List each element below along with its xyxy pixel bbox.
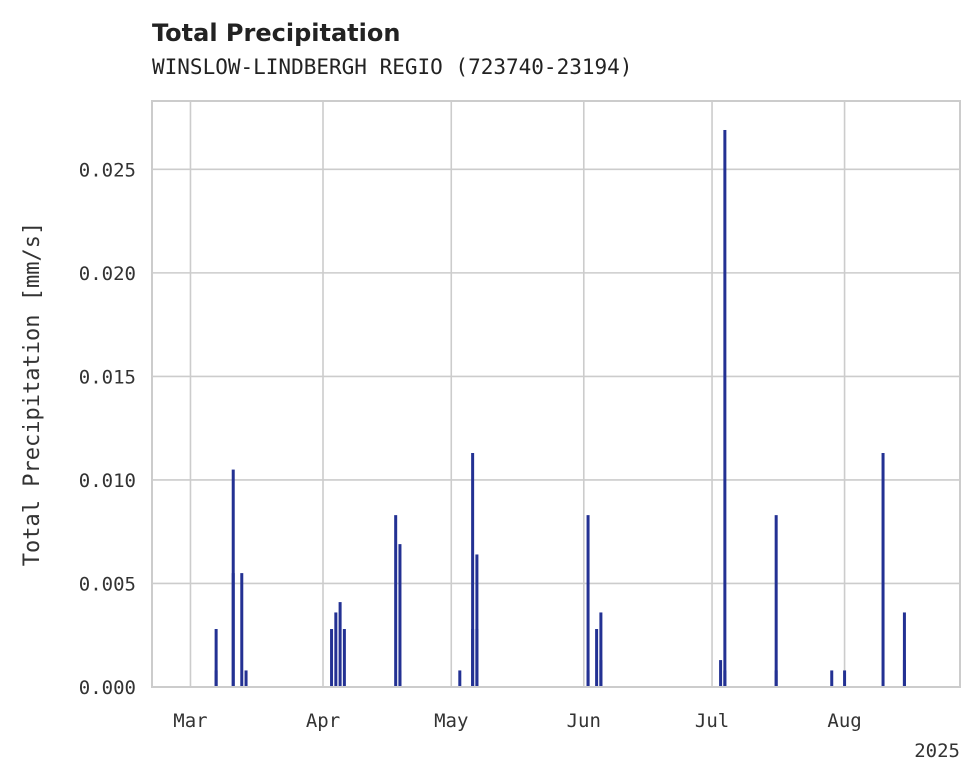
y-tick-label: 0.000 (79, 677, 136, 699)
plot-area-frame (151, 100, 961, 688)
precipitation-bars (214, 129, 906, 688)
precipitation-bar (586, 670, 590, 687)
precipitation-bar (902, 660, 906, 687)
precipitation-bar (843, 670, 847, 687)
y-tick-label: 0.025 (79, 159, 136, 181)
precipitation-bar (774, 515, 778, 687)
x-tick-label: Apr (306, 710, 340, 732)
precipitation-bar (595, 629, 599, 687)
precipitation-bar (723, 129, 727, 688)
y-tick-label: 0.015 (79, 366, 136, 388)
precipitation-bar (830, 670, 834, 687)
precipitation-bar (475, 554, 479, 687)
grid-lines (152, 101, 960, 688)
x-tick-label: Jul (695, 710, 729, 732)
precipitation-bar (398, 544, 402, 687)
precipitation-bar (902, 612, 906, 687)
precipitation-bar (334, 612, 338, 687)
precipitation-bar (599, 612, 603, 687)
precipitation-bar (471, 629, 475, 687)
precipitation-bar (394, 515, 398, 687)
precipitation-bar (338, 602, 342, 687)
chart-title: Total Precipitation (152, 19, 400, 47)
precipitation-bar (231, 469, 235, 687)
precipitation-bar (244, 670, 248, 687)
y-tick-label: 0.005 (79, 573, 136, 595)
precipitation-bar (342, 629, 346, 687)
precipitation-bar (719, 660, 723, 687)
x-tick-label: Jun (567, 710, 601, 732)
y-tick-label: 0.010 (79, 470, 136, 492)
precipitation-bar (475, 629, 479, 687)
x-tick-label: Mar (173, 710, 207, 732)
x-tick-label: Aug (827, 710, 861, 732)
precipitation-bar (881, 453, 885, 687)
precipitation-bar (586, 515, 590, 687)
precipitation-bar (214, 629, 218, 687)
y-axis-ticks: 0.000 0.005 0.010 0.015 0.020 0.025 (79, 159, 136, 699)
precipitation-bar (774, 670, 778, 687)
y-axis-label: Total Precipitation [mm/s] (20, 222, 45, 566)
x-tick-label: May (434, 710, 468, 732)
chart-subtitle: WINSLOW-LINDBERGH REGIO (723740-23194) (152, 55, 632, 79)
precipitation-bar (458, 670, 462, 687)
precipitation-bar (723, 670, 727, 687)
x-axis-year-label: 2025 (914, 740, 960, 762)
precipitation-bar (471, 453, 475, 687)
precipitation-bar (330, 629, 334, 687)
precipitation-bar (240, 573, 244, 687)
x-axis-ticks: Mar Apr May Jun Jul Aug (173, 710, 861, 732)
precipitation-bar (398, 670, 402, 687)
y-tick-label: 0.020 (79, 263, 136, 285)
